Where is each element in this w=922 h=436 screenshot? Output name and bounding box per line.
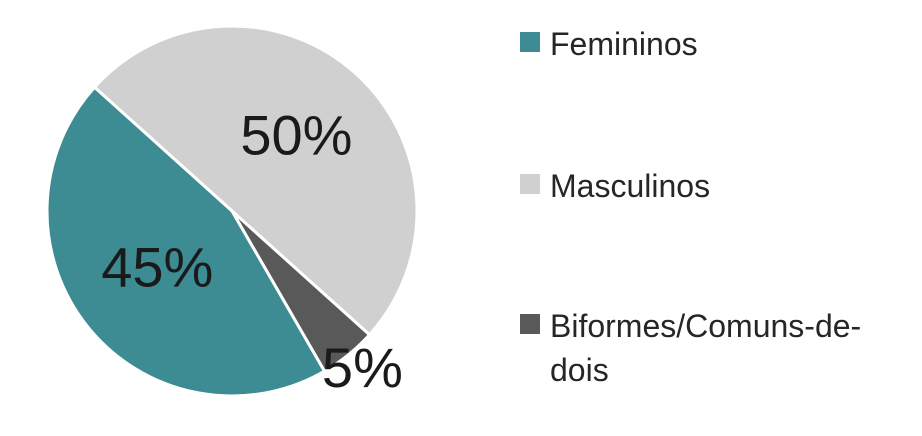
data-label: 5% [322,336,403,399]
legend-swatch [520,314,540,334]
legend-swatch [520,32,540,52]
data-label: 45% [101,235,213,298]
data-label: 50% [240,103,352,166]
legend-label: Femininos [550,26,698,62]
legend-item: Biformes/Comuns-de-dois [520,304,890,392]
legend-label: Biformes/Comuns-de-dois [550,308,862,388]
pie-slice [92,24,419,337]
legend-swatch [520,174,540,194]
pie-slice [45,85,327,398]
legend-label: Masculinos [550,168,711,204]
legend-item: Femininos [520,22,698,66]
legend-item: Masculinos [520,164,710,208]
